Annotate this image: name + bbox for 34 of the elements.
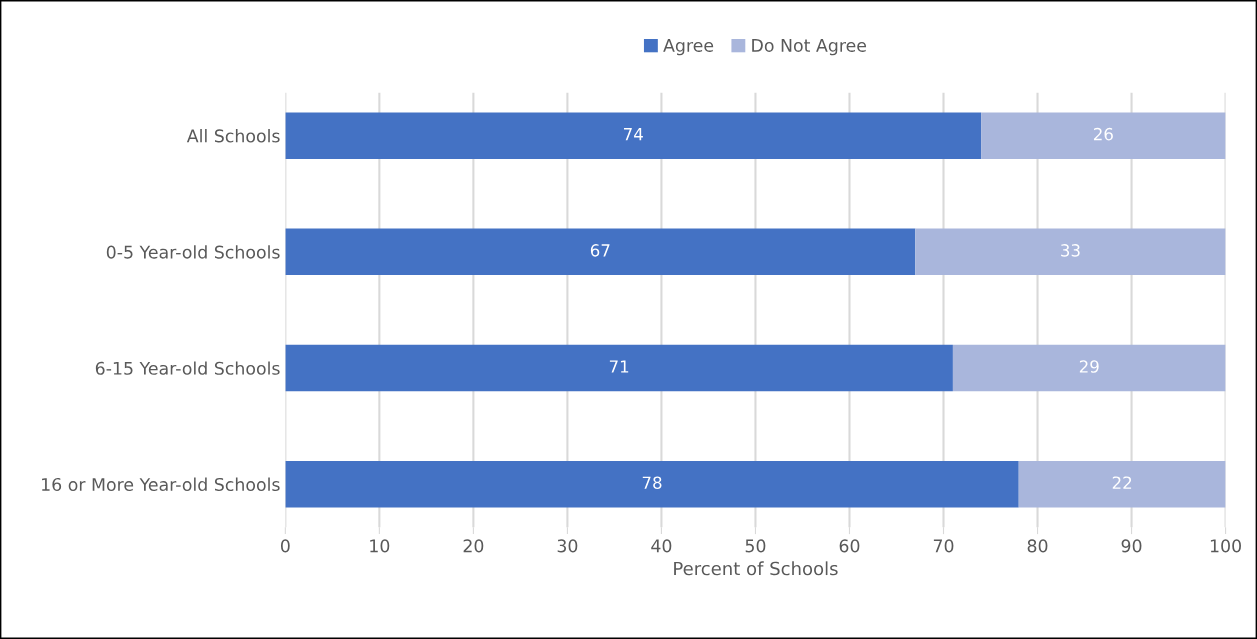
y-tick-label: 6-15 Year-old Schools <box>95 361 280 375</box>
bar <box>1018 460 1226 508</box>
y-tick-label: All Schools <box>186 129 280 143</box>
x-tick-label: 60 <box>839 539 860 553</box>
data-label: 67 <box>590 244 610 257</box>
data-label: 71 <box>609 360 629 373</box>
y-tick-label: 0-5 Year-old Schools <box>106 245 280 259</box>
x-tick-label: 80 <box>1027 539 1048 553</box>
x-tick-label: 40 <box>651 539 672 553</box>
bar <box>285 460 1019 508</box>
bar <box>285 228 916 276</box>
data-label: 33 <box>1061 244 1080 257</box>
x-tick-label: 30 <box>557 539 578 553</box>
legend-label: Agree <box>663 39 714 56</box>
data-label: 74 <box>623 128 643 141</box>
x-axis-title: Percent of Schools <box>674 561 838 576</box>
bar <box>915 228 1226 276</box>
bar <box>285 112 982 159</box>
bar <box>981 112 1226 159</box>
data-label: 78 <box>642 476 662 490</box>
x-tick-label: 0 <box>280 539 290 553</box>
legend-label: Do Not Agree <box>752 39 867 56</box>
x-tick-label: 10 <box>370 539 390 553</box>
data-label: 22 <box>1112 476 1132 489</box>
x-tick-label: 50 <box>745 539 766 553</box>
data-label: 29 <box>1079 360 1099 373</box>
data-label: 26 <box>1093 127 1113 141</box>
x-tick-label: 100 <box>1210 539 1241 553</box>
bar <box>285 344 953 392</box>
x-tick-label: 70 <box>933 539 954 553</box>
bar <box>952 344 1226 392</box>
x-tick-label: 90 <box>1121 539 1142 553</box>
y-tick-label: 16 or More Year-old Schools <box>42 477 280 492</box>
x-tick-label: 20 <box>463 539 484 553</box>
